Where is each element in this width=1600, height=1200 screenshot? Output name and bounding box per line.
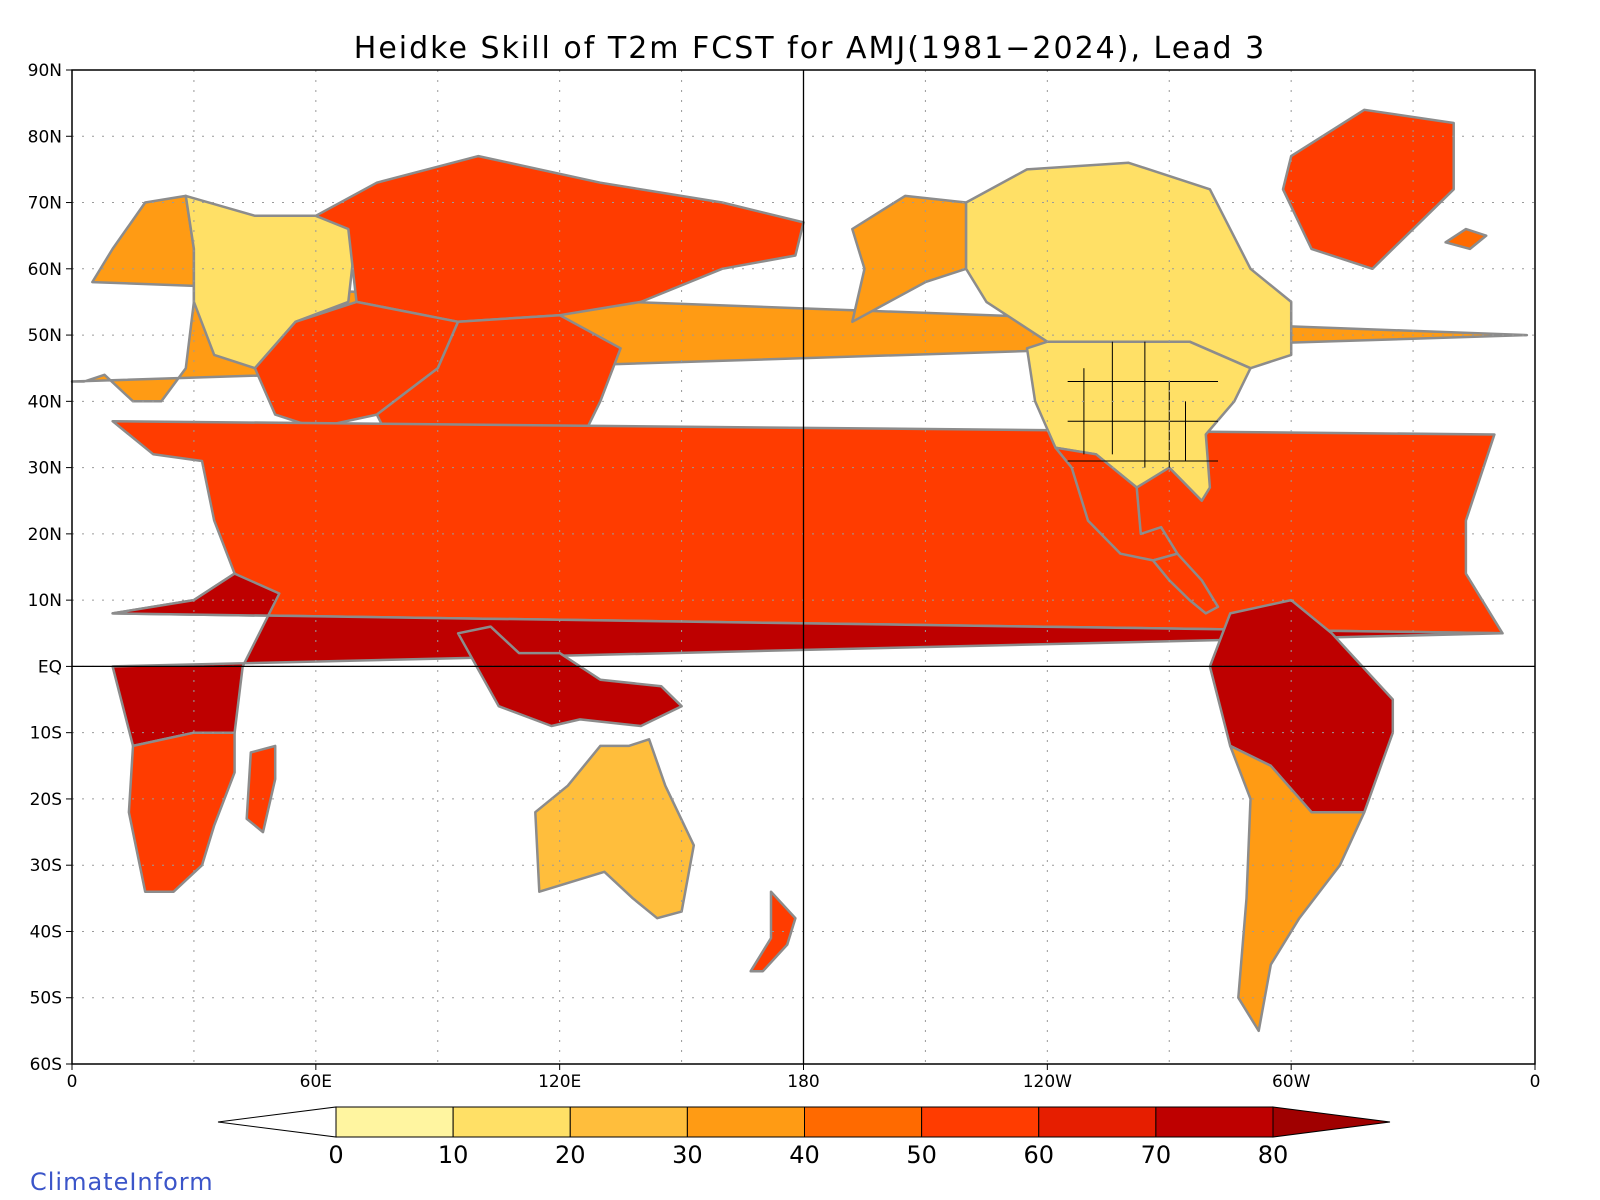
land-australia: [534, 738, 696, 920]
lat-label: 60S: [30, 1055, 62, 1075]
colorbar-swatch: [686, 1106, 805, 1138]
colorbar-above-triangle: [1272, 1106, 1391, 1138]
lat-label: 90N: [28, 61, 62, 81]
land-southern-south-america: [1228, 744, 1366, 1033]
lat-label: 70N: [28, 194, 62, 214]
land-alaska: [851, 194, 968, 324]
colorbar-swatch: [1038, 1106, 1157, 1138]
colorbar-below-triangle: [217, 1106, 337, 1138]
lat-label: 10S: [30, 724, 62, 744]
lat-label: EQ: [38, 657, 62, 677]
colorbar-tick-label: 70: [1141, 1141, 1172, 1169]
land-canada: [964, 161, 1293, 370]
lat-label: 50N: [28, 326, 62, 346]
land-madagascar: [245, 744, 277, 834]
lat-label: 50S: [30, 989, 62, 1009]
colorbar-swatch: [1155, 1106, 1274, 1138]
colorbar-swatch: [804, 1106, 923, 1138]
land-greenland: [1281, 108, 1455, 271]
lat-label: 60N: [28, 260, 62, 280]
lon-label: 0: [1530, 1072, 1541, 1092]
lat-label: 40N: [28, 392, 62, 412]
colorbar-tick-label: 20: [555, 1141, 586, 1169]
us-state-borders: [1067, 341, 1219, 468]
lat-label: 20N: [28, 525, 62, 545]
chart-title: Heidke Skill of T2m FCST for AMJ(1981−20…: [354, 31, 1266, 66]
colorbar-tick-label: 60: [1023, 1141, 1054, 1169]
lon-label: 60E: [300, 1072, 332, 1092]
colorbar-tick-label: 40: [789, 1141, 820, 1169]
lat-label: 20S: [30, 790, 62, 810]
colorbar-tick-label: 80: [1258, 1141, 1289, 1169]
colorbar-tick-label: 50: [906, 1141, 937, 1169]
lat-label: 80N: [28, 127, 62, 147]
colorbar: 0 10 20 30 40 50 60 70 80: [217, 1106, 1391, 1169]
lat-label: 30N: [28, 459, 62, 479]
lon-label: 180: [787, 1072, 819, 1092]
lon-label: 60W: [1272, 1072, 1311, 1092]
lon-label: 120E: [538, 1072, 581, 1092]
colorbar-tick-label: 30: [672, 1141, 703, 1169]
lat-label: 30S: [30, 856, 62, 876]
colorbar-swatch: [569, 1106, 688, 1138]
land-layer: [70, 108, 1529, 1033]
land-central-america: [1151, 552, 1220, 615]
colorbar-swatch: [452, 1106, 571, 1138]
brand-label: ClimateInform: [30, 1168, 214, 1196]
lat-label: 10N: [28, 591, 62, 611]
colorbar-swatch: [335, 1106, 454, 1138]
lat-label: 40S: [30, 922, 62, 942]
land-maritime-continent: [456, 625, 683, 728]
land-iceland: [1444, 227, 1488, 251]
colorbar-swatch: [921, 1106, 1040, 1138]
lon-label: 120W: [1023, 1072, 1072, 1092]
colorbar-tick-label: 10: [438, 1141, 469, 1169]
land-southern-africa: [127, 731, 236, 893]
lon-label: 0: [67, 1072, 78, 1092]
colorbar-tick-label: 0: [328, 1141, 343, 1169]
